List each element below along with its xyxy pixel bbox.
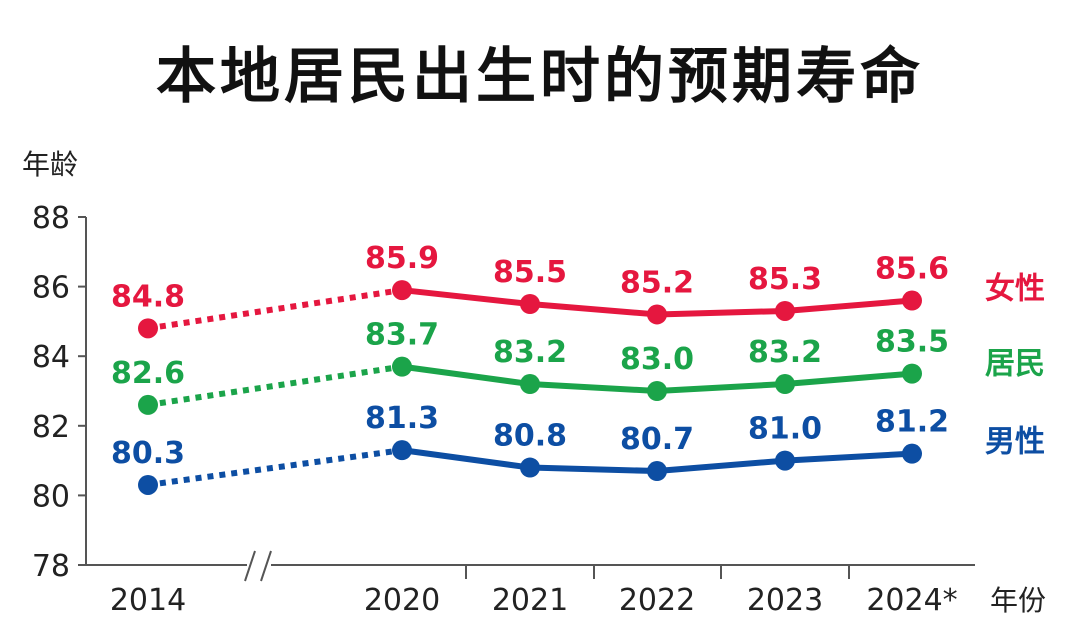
y-axis-label: 年龄 — [22, 148, 78, 181]
data-label: 85.9 — [365, 241, 439, 276]
data-point — [520, 294, 540, 314]
x-tick-label: 2022 — [619, 583, 695, 618]
data-point — [647, 304, 667, 325]
data-label: 83.2 — [748, 335, 822, 370]
data-label: 83.5 — [875, 325, 949, 360]
data-label: 85.6 — [875, 252, 949, 287]
axes: 78 80 82 84 86 88 2014 2020 2021 2022 2023 2024* — [32, 201, 975, 618]
data-point — [138, 474, 158, 495]
data-point — [647, 461, 667, 482]
x-tick-label: 2021 — [492, 583, 568, 618]
x-axis-label: 年份 — [990, 584, 1046, 617]
y-tick-label: 82 — [32, 410, 70, 445]
axis-break-mark — [244, 550, 256, 582]
data-point — [138, 394, 158, 415]
data-point — [902, 443, 922, 464]
y-tick-label: 86 — [32, 271, 70, 306]
data-point — [775, 300, 795, 321]
data-point — [902, 363, 922, 384]
chart-title: 本地居民出生时的预期寿命 — [156, 42, 924, 112]
data-label: 85.2 — [620, 265, 694, 300]
data-label: 81.0 — [748, 412, 822, 447]
data-point — [775, 450, 795, 471]
series-label: 女性 — [985, 272, 1045, 307]
data-point — [520, 374, 540, 395]
data-label: 83.7 — [365, 318, 439, 353]
data-label: 80.3 — [111, 436, 185, 471]
data-label: 83.2 — [493, 335, 567, 370]
data-label: 81.3 — [365, 401, 439, 436]
x-tick-label: 2023 — [747, 583, 823, 618]
data-label: 83.0 — [620, 342, 694, 377]
series-2: 80.3 81.3 80.8 80.7 81.0 81.2 — [111, 401, 949, 495]
data-label: 85.5 — [493, 255, 567, 290]
series-dotted-line — [147, 363, 403, 408]
data-point — [392, 356, 412, 377]
axis-break-mark — [260, 550, 272, 582]
series-label: 男性 — [985, 425, 1045, 460]
data-point — [775, 374, 795, 395]
series-layer: 84.8 85.9 85.5 85.2 85.3 85.6 82.6 83.7 83.2 83.0… — [111, 241, 949, 495]
y-tick-label: 78 — [32, 549, 70, 584]
series-0: 84.8 85.9 85.5 85.2 85.3 85.6 — [111, 241, 949, 339]
y-tick-label: 84 — [32, 340, 70, 375]
series-1: 82.6 83.7 83.2 83.0 83.2 83.5 — [111, 318, 949, 415]
y-tick-label: 80 — [32, 479, 70, 514]
series-dotted-line — [147, 287, 403, 332]
data-label: 81.2 — [875, 405, 949, 440]
data-point — [392, 440, 412, 461]
x-tick-label: 2014 — [110, 583, 186, 618]
data-label: 84.8 — [111, 279, 185, 314]
x-tick-label: 2024* — [866, 583, 957, 618]
series-dotted-line — [147, 447, 403, 488]
data-label: 85.3 — [748, 262, 822, 297]
x-tick-label: 2020 — [364, 583, 440, 618]
data-label: 80.8 — [493, 419, 567, 454]
data-point — [520, 457, 540, 478]
data-label: 82.6 — [111, 356, 185, 391]
data-point — [392, 280, 412, 301]
series-label: 居民 — [985, 347, 1045, 382]
data-point — [647, 381, 667, 401]
y-tick-label: 88 — [32, 201, 70, 236]
data-point — [138, 318, 158, 339]
data-point — [902, 290, 922, 311]
data-label: 80.7 — [620, 422, 694, 457]
